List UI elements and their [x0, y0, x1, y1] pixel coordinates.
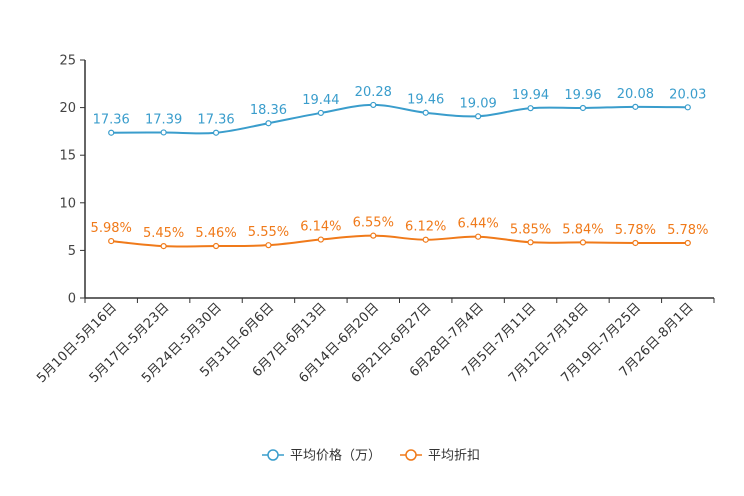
y-tick-label: 0: [68, 292, 76, 307]
data-label: 5.45%: [143, 226, 184, 241]
data-point[interactable]: [475, 233, 482, 240]
series-lines: [111, 103, 688, 248]
data-point[interactable]: [212, 129, 220, 136]
data-point[interactable]: [579, 104, 587, 112]
legend-item-1[interactable]: 平均折扣: [400, 449, 480, 464]
data-label: 17.36: [197, 113, 234, 128]
data-point[interactable]: [370, 232, 377, 239]
data-point[interactable]: [632, 103, 639, 110]
y-tick-label: 25: [59, 54, 76, 69]
data-point[interactable]: [632, 239, 639, 247]
legend[interactable]: 平均价格（万） 平均折扣: [262, 448, 480, 464]
data-point[interactable]: [265, 242, 272, 249]
legend-label: 平均价格（万）: [290, 448, 381, 464]
data-point[interactable]: [579, 239, 587, 246]
y-tick-label: 5: [68, 244, 76, 259]
data-label: 5.98%: [91, 221, 132, 236]
data-point[interactable]: [527, 105, 534, 112]
data-label: 17.36: [93, 113, 130, 128]
data-point[interactable]: [160, 243, 167, 250]
data-point[interactable]: [527, 239, 534, 246]
data-label: 19.46: [407, 93, 444, 108]
data-label: 6.44%: [457, 217, 498, 232]
data-label: 20.03: [669, 87, 706, 102]
data-label: 6.14%: [300, 220, 341, 235]
data-label: 18.36: [250, 103, 287, 118]
data-label: 5.85%: [510, 222, 551, 237]
data-point[interactable]: [265, 120, 272, 127]
legend-marker-icon: [267, 449, 279, 461]
data-label: 19.94: [512, 88, 549, 103]
data-label: 6.12%: [405, 220, 446, 235]
data-point[interactable]: [370, 101, 377, 109]
y-tick-label: 15: [59, 149, 76, 164]
data-point[interactable]: [212, 242, 220, 250]
data-point[interactable]: [422, 236, 429, 243]
data-label: 17.39: [145, 112, 182, 127]
series-line-1: [111, 234, 688, 248]
series-line-0: [111, 103, 688, 135]
data-point[interactable]: [108, 237, 115, 245]
data-point[interactable]: [475, 113, 482, 120]
data-label: 6.55%: [353, 216, 394, 231]
y-tick-label: 10: [59, 196, 76, 211]
data-point[interactable]: [317, 109, 324, 117]
data-point[interactable]: [422, 109, 429, 116]
series-points: [108, 101, 691, 250]
data-point[interactable]: [160, 129, 167, 136]
data-label: 5.78%: [667, 223, 708, 238]
y-tick-label: 20: [59, 101, 76, 116]
legend-marker-icon: [405, 449, 417, 461]
data-label: 20.28: [355, 85, 392, 100]
data-label: 20.08: [617, 87, 654, 102]
data-label: 5.55%: [248, 225, 289, 240]
data-point[interactable]: [108, 129, 115, 136]
data-label: 5.84%: [562, 222, 603, 237]
data-labels: 17.36 17.39 17.36 18.36 19.44 20.28 19.46 19.09…: [91, 85, 709, 241]
data-point[interactable]: [317, 236, 324, 243]
data-label: 5.78%: [615, 223, 656, 238]
data-point[interactable]: [684, 104, 691, 111]
legend-label: 平均折扣: [428, 449, 480, 464]
data-label: 5.46%: [195, 226, 236, 241]
data-label: 19.44: [302, 93, 339, 108]
data-label: 19.09: [460, 96, 497, 111]
data-point[interactable]: [684, 239, 691, 247]
legend-item-0[interactable]: 平均价格（万）: [262, 448, 381, 464]
data-label: 19.96: [564, 88, 601, 103]
